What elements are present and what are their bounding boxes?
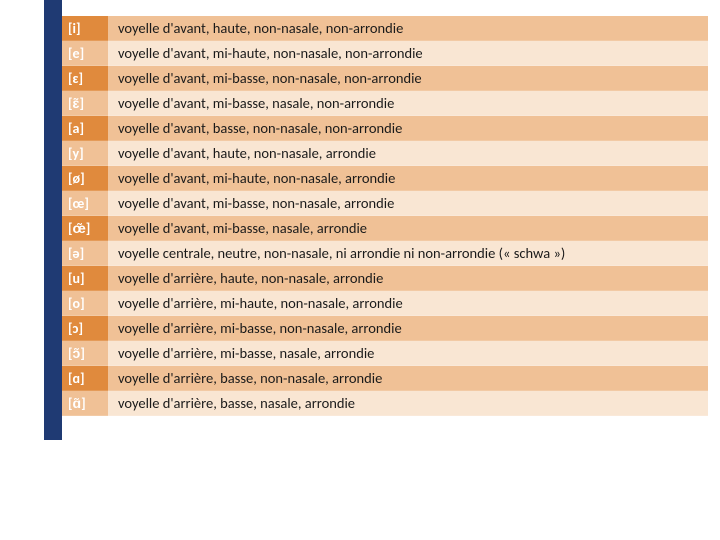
desc-cell: voyelle d'arrière, haute, non-nasale, ar… (108, 266, 708, 291)
desc-cell: voyelle d'avant, mi-haute, non-nasale, n… (108, 41, 708, 66)
table-row: [o] voyelle d'arrière, mi-haute, non-nas… (62, 291, 708, 316)
symbol-cell: [ɑ̃] (62, 391, 108, 416)
desc-cell: voyelle centrale, neutre, non-nasale, ni… (108, 241, 708, 266)
desc-cell: voyelle d'avant, haute, non-nasale, non-… (108, 16, 708, 41)
symbol-cell: [o] (62, 291, 108, 316)
table-row: [œ] voyelle d'avant, mi-basse, non-nasal… (62, 191, 708, 216)
desc-cell: voyelle d'arrière, mi-basse, nasale, arr… (108, 341, 708, 366)
symbol-cell: [a] (62, 116, 108, 141)
desc-cell: voyelle d'avant, basse, non-nasale, non-… (108, 116, 708, 141)
symbol-cell: [ɔ] (62, 316, 108, 341)
table-row: [ə] voyelle centrale, neutre, non-nasale… (62, 241, 708, 266)
desc-cell: voyelle d'avant, mi-basse, non-nasale, a… (108, 191, 708, 216)
desc-cell: voyelle d'arrière, mi-basse, non-nasale,… (108, 316, 708, 341)
symbol-cell: [ɔ̃] (62, 341, 108, 366)
desc-cell: voyelle d'arrière, basse, non-nasale, ar… (108, 366, 708, 391)
symbol-cell: [ɑ] (62, 366, 108, 391)
table-row: [ɑ̃] voyelle d'arrière, basse, nasale, a… (62, 391, 708, 416)
vowel-table: [i] voyelle d'avant, haute, non-nasale, … (62, 16, 708, 416)
desc-cell: voyelle d'arrière, mi-haute, non-nasale,… (108, 291, 708, 316)
symbol-cell: [y] (62, 141, 108, 166)
accent-strip (44, 0, 62, 440)
table-row: [ɛ̃] voyelle d'avant, mi-basse, nasale, … (62, 91, 708, 116)
symbol-cell: [e] (62, 41, 108, 66)
symbol-cell: [u] (62, 266, 108, 291)
symbol-cell: [ɛ] (62, 66, 108, 91)
table-row: [ɑ] voyelle d'arrière, basse, non-nasale… (62, 366, 708, 391)
desc-cell: voyelle d'avant, mi-basse, non-nasale, n… (108, 66, 708, 91)
table-row: [u] voyelle d'arrière, haute, non-nasale… (62, 266, 708, 291)
symbol-cell: [ɛ̃] (62, 91, 108, 116)
table-row: [ɛ] voyelle d'avant, mi-basse, non-nasal… (62, 66, 708, 91)
desc-cell: voyelle d'avant, mi-haute, non-nasale, a… (108, 166, 708, 191)
table-row: [a] voyelle d'avant, basse, non-nasale, … (62, 116, 708, 141)
table-row: [ɔ] voyelle d'arrière, mi-basse, non-nas… (62, 316, 708, 341)
table-row: [y] voyelle d'avant, haute, non-nasale, … (62, 141, 708, 166)
table-row: [ɔ̃] voyelle d'arrière, mi-basse, nasale… (62, 341, 708, 366)
symbol-cell: [ə] (62, 241, 108, 266)
symbol-cell: [œ] (62, 191, 108, 216)
desc-cell: voyelle d'avant, haute, non-nasale, arro… (108, 141, 708, 166)
table-row: [œ̃] voyelle d'avant, mi-basse, nasale, … (62, 216, 708, 241)
symbol-cell: [œ̃] (62, 216, 108, 241)
symbol-cell: [i] (62, 16, 108, 41)
left-margin (0, 0, 44, 540)
table-row: [ø] voyelle d'avant, mi-haute, non-nasal… (62, 166, 708, 191)
desc-cell: voyelle d'avant, mi-basse, nasale, arron… (108, 216, 708, 241)
symbol-cell: [ø] (62, 166, 108, 191)
table-row: [i] voyelle d'avant, haute, non-nasale, … (62, 16, 708, 41)
desc-cell: voyelle d'arrière, basse, nasale, arrond… (108, 391, 708, 416)
desc-cell: voyelle d'avant, mi-basse, nasale, non-a… (108, 91, 708, 116)
table-row: [e] voyelle d'avant, mi-haute, non-nasal… (62, 41, 708, 66)
